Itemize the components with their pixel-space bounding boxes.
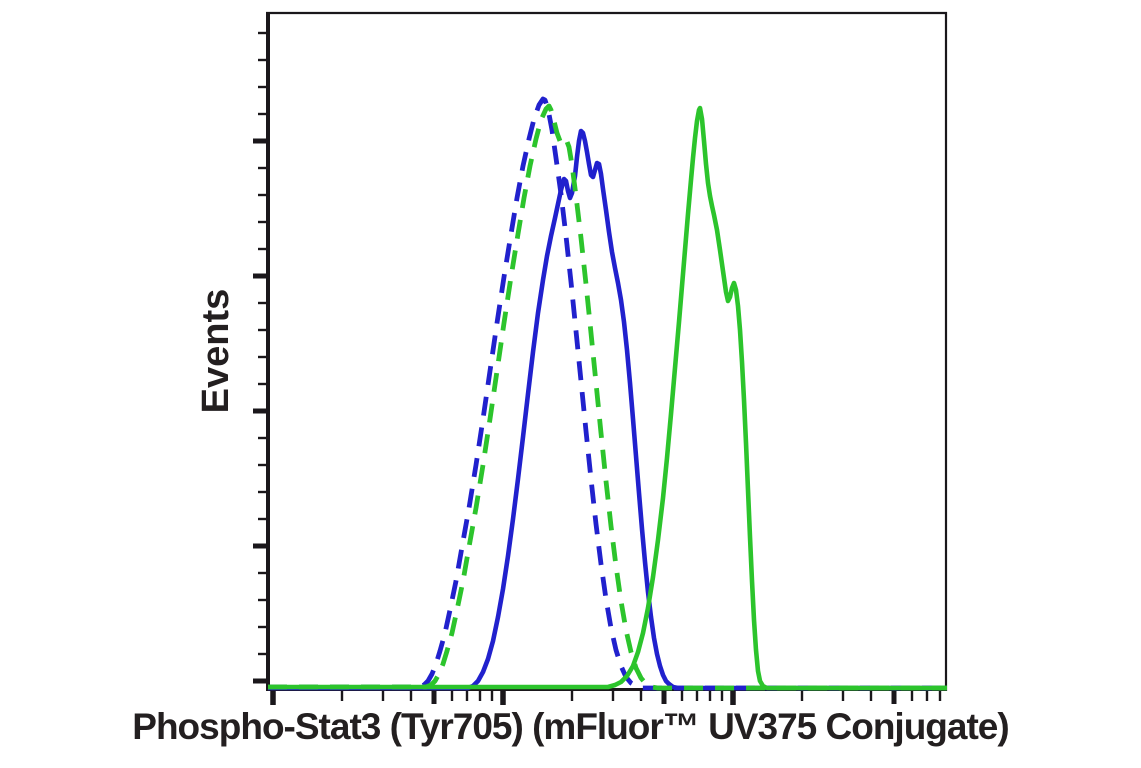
blue-dashed-histogram <box>268 96 947 691</box>
green-dashed-histogram <box>268 103 947 691</box>
blue-solid-histogram <box>268 128 947 691</box>
x-axis-label: Phospho-Stat3 (Tyr705) (mFluor™ UV375 Co… <box>132 706 1009 747</box>
y-axis-label: Events <box>195 288 237 414</box>
green-solid-histogram <box>268 105 947 691</box>
